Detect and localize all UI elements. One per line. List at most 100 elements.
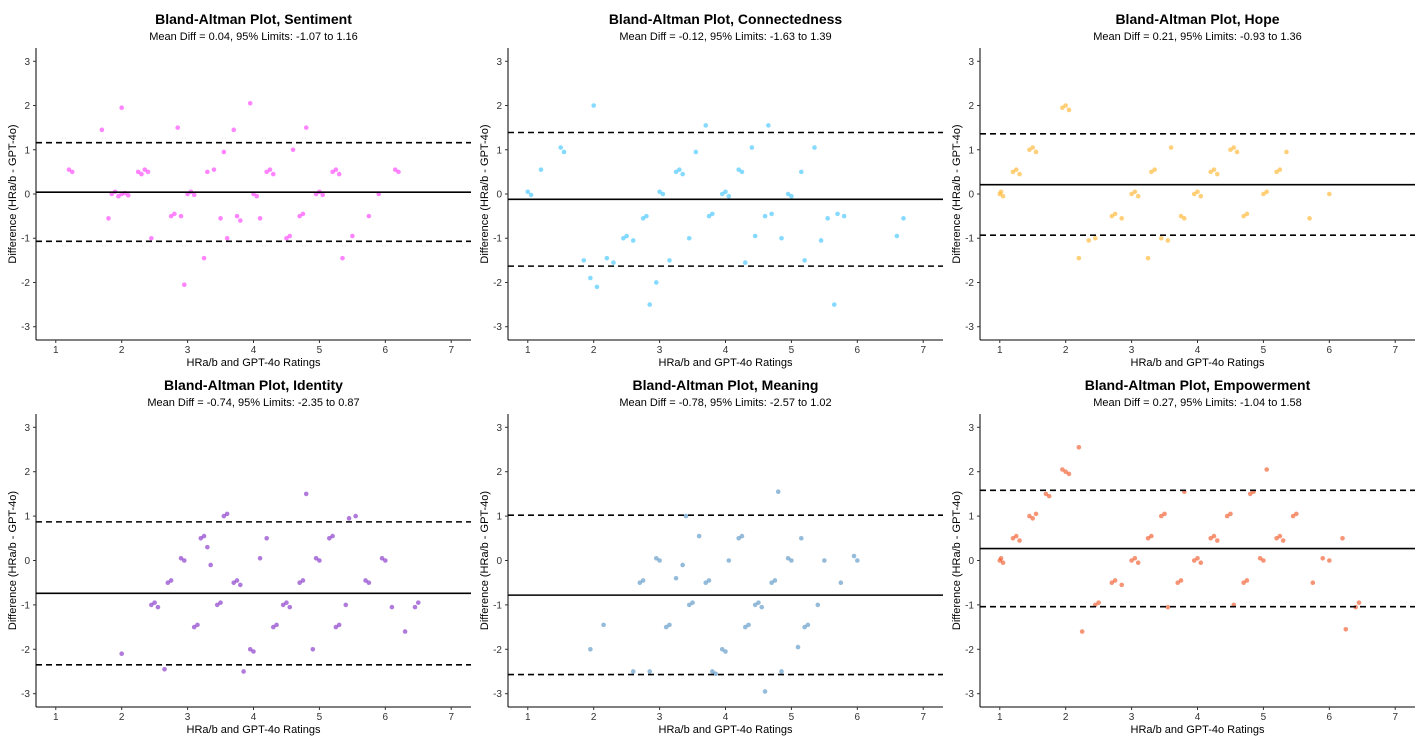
data-point (224, 235, 230, 241)
data-point (181, 282, 187, 287)
data-point (270, 171, 276, 177)
data-point (752, 233, 758, 239)
data-point (1010, 169, 1016, 175)
data-point (710, 669, 715, 674)
data-point (1244, 211, 1250, 217)
data-point (1145, 255, 1151, 261)
data-point (1191, 558, 1197, 563)
data-point (1182, 216, 1187, 221)
data-point (1135, 560, 1141, 566)
y-tick-label: 3 (24, 57, 30, 68)
chart-title-meaning: Bland-Altman Plot, Meaning (633, 377, 819, 393)
data-point (726, 558, 732, 563)
data-point (205, 169, 210, 175)
data-point (191, 624, 197, 630)
data-point (815, 602, 821, 608)
y-tick-label: -2 (965, 278, 974, 289)
data-point (677, 167, 682, 172)
data-point (66, 167, 72, 172)
panel-hope: Bland-Altman Plot, Hope Mean Diff = 0.21,… (951, 11, 1415, 369)
data-point (1046, 493, 1052, 499)
data-point (389, 604, 395, 610)
data-point (696, 533, 702, 539)
data-point (1274, 536, 1279, 541)
data-point (838, 580, 844, 585)
data-point (172, 211, 177, 217)
data-point (1241, 580, 1246, 585)
x-axis-label: HRa/b and GPT-4o Ratings (187, 724, 321, 736)
data-point (287, 233, 293, 239)
data-point (168, 578, 174, 583)
data-point (1208, 169, 1213, 175)
data-point (155, 604, 161, 610)
y-tick-label: 1 (24, 512, 30, 523)
data-point (703, 580, 709, 585)
data-point (769, 580, 774, 585)
data-point (789, 193, 794, 199)
data-point (208, 562, 213, 568)
data-point (1060, 105, 1065, 111)
x-tick-label: 1 (997, 345, 1003, 356)
data-point (812, 145, 817, 150)
data-point (772, 578, 778, 583)
data-point (653, 555, 659, 561)
data-point (835, 211, 840, 217)
data-point (300, 211, 306, 217)
y-axis-label: Difference (HRa/b - GPT-4o) (951, 491, 963, 630)
data-point (1060, 467, 1065, 472)
x-tick-label: 2 (591, 712, 597, 723)
x-tick-label: 2 (591, 345, 597, 356)
data-point (142, 167, 148, 172)
data-point (1076, 444, 1082, 450)
data-point (1198, 560, 1204, 566)
data-point (1030, 145, 1036, 150)
data-point (1109, 580, 1115, 585)
data-point (1261, 558, 1266, 563)
data-point (336, 171, 342, 177)
data-point (1195, 555, 1200, 561)
data-point (303, 491, 309, 497)
x-tick-label: 3 (1129, 345, 1135, 356)
data-point (1247, 491, 1253, 497)
data-point (851, 553, 857, 559)
data-point (739, 169, 745, 175)
data-point (710, 211, 715, 217)
y-axis-label: Difference (HRa/b - GPT-4o) (7, 491, 19, 630)
data-point (336, 622, 342, 628)
data-point (1327, 558, 1332, 563)
data-point (152, 600, 157, 605)
data-point (759, 604, 765, 610)
data-point (353, 513, 358, 519)
data-point (1086, 238, 1092, 243)
chart-subtitle-sentiment: Mean Diff = 0.04, 95% Limits: -1.07 to 1… (149, 31, 358, 43)
y-tick-label: -1 (493, 234, 502, 245)
data-point (825, 216, 830, 221)
data-point (601, 622, 606, 628)
data-point (280, 602, 286, 608)
y-tick-label: 1 (968, 512, 974, 523)
y-tick-label: -3 (21, 689, 30, 700)
data-point (680, 171, 685, 177)
data-point (99, 127, 105, 133)
data-point (1027, 513, 1032, 519)
data-point (178, 213, 184, 219)
data-point (1076, 255, 1082, 261)
data-point (168, 213, 174, 219)
x-tick-label: 1 (525, 712, 531, 723)
y-tick-label: -3 (965, 689, 974, 700)
data-point (1112, 578, 1118, 583)
x-tick-label: 4 (251, 345, 257, 356)
data-point (106, 216, 111, 221)
data-point (1030, 516, 1036, 521)
data-point (1158, 235, 1164, 241)
data-point (525, 189, 531, 195)
data-point (234, 213, 240, 219)
data-point (1178, 578, 1184, 583)
y-tick-label: -1 (965, 600, 974, 611)
x-axis-label: HRa/b and GPT-4o Ratings (659, 357, 793, 369)
data-point (822, 558, 827, 563)
data-point (1195, 189, 1200, 195)
data-point (1228, 511, 1233, 517)
data-point (149, 602, 154, 608)
data-point (901, 216, 906, 221)
